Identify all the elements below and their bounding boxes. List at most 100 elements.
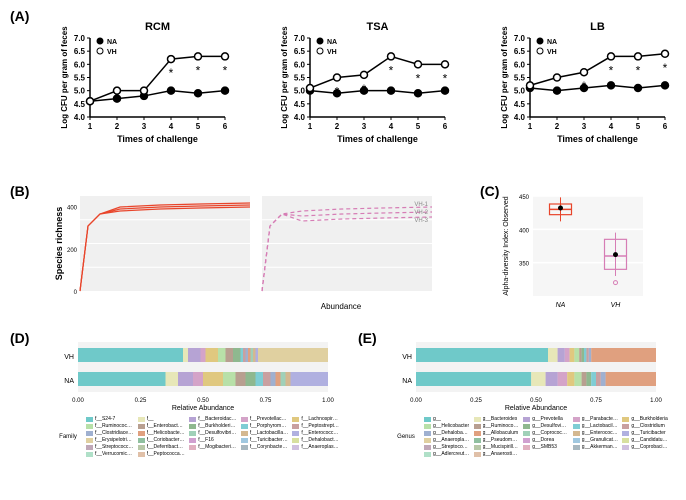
svg-text:*: * (416, 71, 421, 85)
svg-text:5: 5 (636, 122, 641, 131)
svg-text:0.00: 0.00 (72, 398, 84, 404)
svg-text:4: 4 (609, 122, 614, 131)
svg-text:0.50: 0.50 (197, 398, 209, 404)
line-chart: 4.04.55.05.56.06.57.0123456***NAVHLog CF… (55, 20, 230, 145)
svg-text:4: 4 (389, 122, 394, 131)
svg-text:*: * (609, 63, 614, 77)
svg-text:Relative Abundance: Relative Abundance (505, 405, 567, 410)
svg-text:Times of challenge: Times of challenge (557, 134, 638, 144)
svg-text:NA: NA (556, 302, 566, 309)
svg-text:*: * (443, 71, 448, 85)
svg-text:NA: NA (107, 39, 117, 46)
svg-text:NA: NA (402, 378, 412, 385)
svg-text:NA: NA (64, 378, 74, 385)
svg-text:RCM: RCM (145, 21, 170, 33)
taxa-item: f__Deferribacteraceae (138, 444, 186, 450)
svg-text:VH: VH (64, 354, 74, 361)
taxa-item: g__Helicobacter (424, 423, 470, 429)
taxa-item: f__Dehalobacteriaceae (292, 437, 340, 443)
taxa-item: g__Clostridium (622, 423, 668, 429)
svg-text:0.00: 0.00 (410, 398, 422, 404)
svg-text:LB: LB (590, 21, 605, 33)
svg-text:6.5: 6.5 (514, 47, 526, 56)
taxa-item: f__Porphyromonadaceae (241, 423, 289, 429)
svg-text:200: 200 (67, 248, 78, 254)
svg-text:5: 5 (196, 122, 201, 131)
taxa-item: f__Mogibacteriaceae (189, 444, 237, 450)
svg-text:6: 6 (223, 122, 228, 131)
taxa-item: f__Enterobacteriaceae (138, 423, 186, 429)
svg-text:4.0: 4.0 (294, 113, 306, 122)
svg-text:VH-3: VH-3 (414, 218, 428, 224)
svg-text:6.5: 6.5 (74, 47, 86, 56)
taxa-item: f__Desulfovibrionaceae (189, 430, 237, 436)
svg-text:Times of challenge: Times of challenge (117, 134, 198, 144)
svg-text:4.5: 4.5 (514, 100, 526, 109)
taxa-item: f__Clostridiaceae (86, 430, 134, 436)
taxa-item: g__Dorea (523, 437, 569, 443)
svg-text:0.25: 0.25 (470, 398, 482, 404)
svg-text:NA: NA (327, 39, 337, 46)
taxa-item: g__Turicibacter (622, 430, 668, 436)
svg-text:0.50: 0.50 (530, 398, 542, 404)
taxa-item: f__Bacteroidaceae (189, 416, 237, 422)
panel-a-label: (A) (10, 8, 29, 24)
panel-c-label: (C) (480, 183, 499, 199)
svg-text:*: * (335, 85, 340, 99)
panel-b-rarefaction: VH-1VH-2VH-30200400Species richnessAbund… (52, 190, 432, 320)
taxa-item: g__Enterococcus (573, 430, 619, 436)
svg-text:5.5: 5.5 (294, 74, 306, 83)
taxa-item: f__Burkholderiaceae (189, 423, 237, 429)
line-chart: 4.04.55.05.56.06.57.0123456*****NAVHLog … (495, 20, 670, 145)
svg-text:350: 350 (519, 262, 530, 268)
taxa-item: f__Streptococcaceae (86, 444, 134, 450)
svg-text:VH-2: VH-2 (414, 210, 428, 216)
svg-text:VH: VH (547, 49, 557, 56)
taxa-item: f__S24-7 (86, 416, 134, 422)
panel-d-label: (D) (10, 330, 29, 346)
svg-text:4.5: 4.5 (294, 100, 306, 109)
svg-text:Log CFU per gram of feces: Log CFU per gram of feces (280, 26, 289, 129)
taxa-item: g__Candidatus_Arthromitus (622, 437, 668, 443)
svg-text:4.0: 4.0 (514, 113, 526, 122)
svg-text:6.0: 6.0 (74, 60, 86, 69)
taxa-item: g__Adlercreutzia (424, 451, 470, 457)
taxa-item: g__Parabacteroides (573, 416, 619, 422)
taxa-item: f__Lactobacillaceae (241, 430, 289, 436)
taxa-item: g__Allobaculum (474, 430, 520, 436)
taxa-item: f__Verrucomicrobiaceae (86, 451, 134, 457)
stacked-bars: VHNA0.000.250.500.751.00Relative Abundan… (50, 340, 340, 410)
panel-b-label: (B) (10, 183, 29, 199)
svg-text:VH: VH (402, 354, 412, 361)
svg-text:NA: NA (547, 39, 557, 46)
svg-text:0: 0 (74, 290, 78, 296)
taxa-item: f__F16 (189, 437, 237, 443)
panel-d-stacked: VHNA0.000.250.500.751.00Relative Abundan… (50, 340, 340, 490)
svg-text:2: 2 (555, 122, 560, 131)
taxa-item: g__SMB53 (523, 444, 569, 450)
svg-text:400: 400 (519, 228, 530, 234)
taxa-item: g__Akkermansia (573, 444, 619, 450)
svg-text:VH-1: VH-1 (414, 202, 428, 208)
svg-text:2: 2 (115, 122, 120, 131)
taxa-item: g__Pseudomonas (474, 437, 520, 443)
taxa-item: g__Burkholderia (622, 416, 668, 422)
taxa-item: f__Prevotellaceae (241, 416, 289, 422)
line-chart: 4.04.55.05.56.06.57.0123456*****NAVHLog … (275, 20, 450, 145)
svg-text:6: 6 (663, 122, 668, 131)
taxa-item: g__Lactobacillus (573, 423, 619, 429)
taxa-item: g__ (424, 416, 470, 422)
svg-text:VH: VH (327, 49, 337, 56)
svg-text:1.00: 1.00 (322, 398, 334, 404)
svg-text:6: 6 (443, 122, 448, 131)
svg-text:5.5: 5.5 (74, 74, 86, 83)
svg-text:6.0: 6.0 (294, 60, 306, 69)
taxa-item: g__Mucispirillum (474, 444, 520, 450)
svg-text:0.75: 0.75 (590, 398, 602, 404)
svg-text:2: 2 (335, 122, 340, 131)
taxa-item: f__Ruminococcaceae (86, 423, 134, 429)
taxa-item: f__Corynbacteriaceae (241, 444, 289, 450)
svg-text:5: 5 (416, 122, 421, 131)
taxa-item: g__Streptococcus (424, 444, 470, 450)
svg-text:7.0: 7.0 (74, 34, 86, 43)
